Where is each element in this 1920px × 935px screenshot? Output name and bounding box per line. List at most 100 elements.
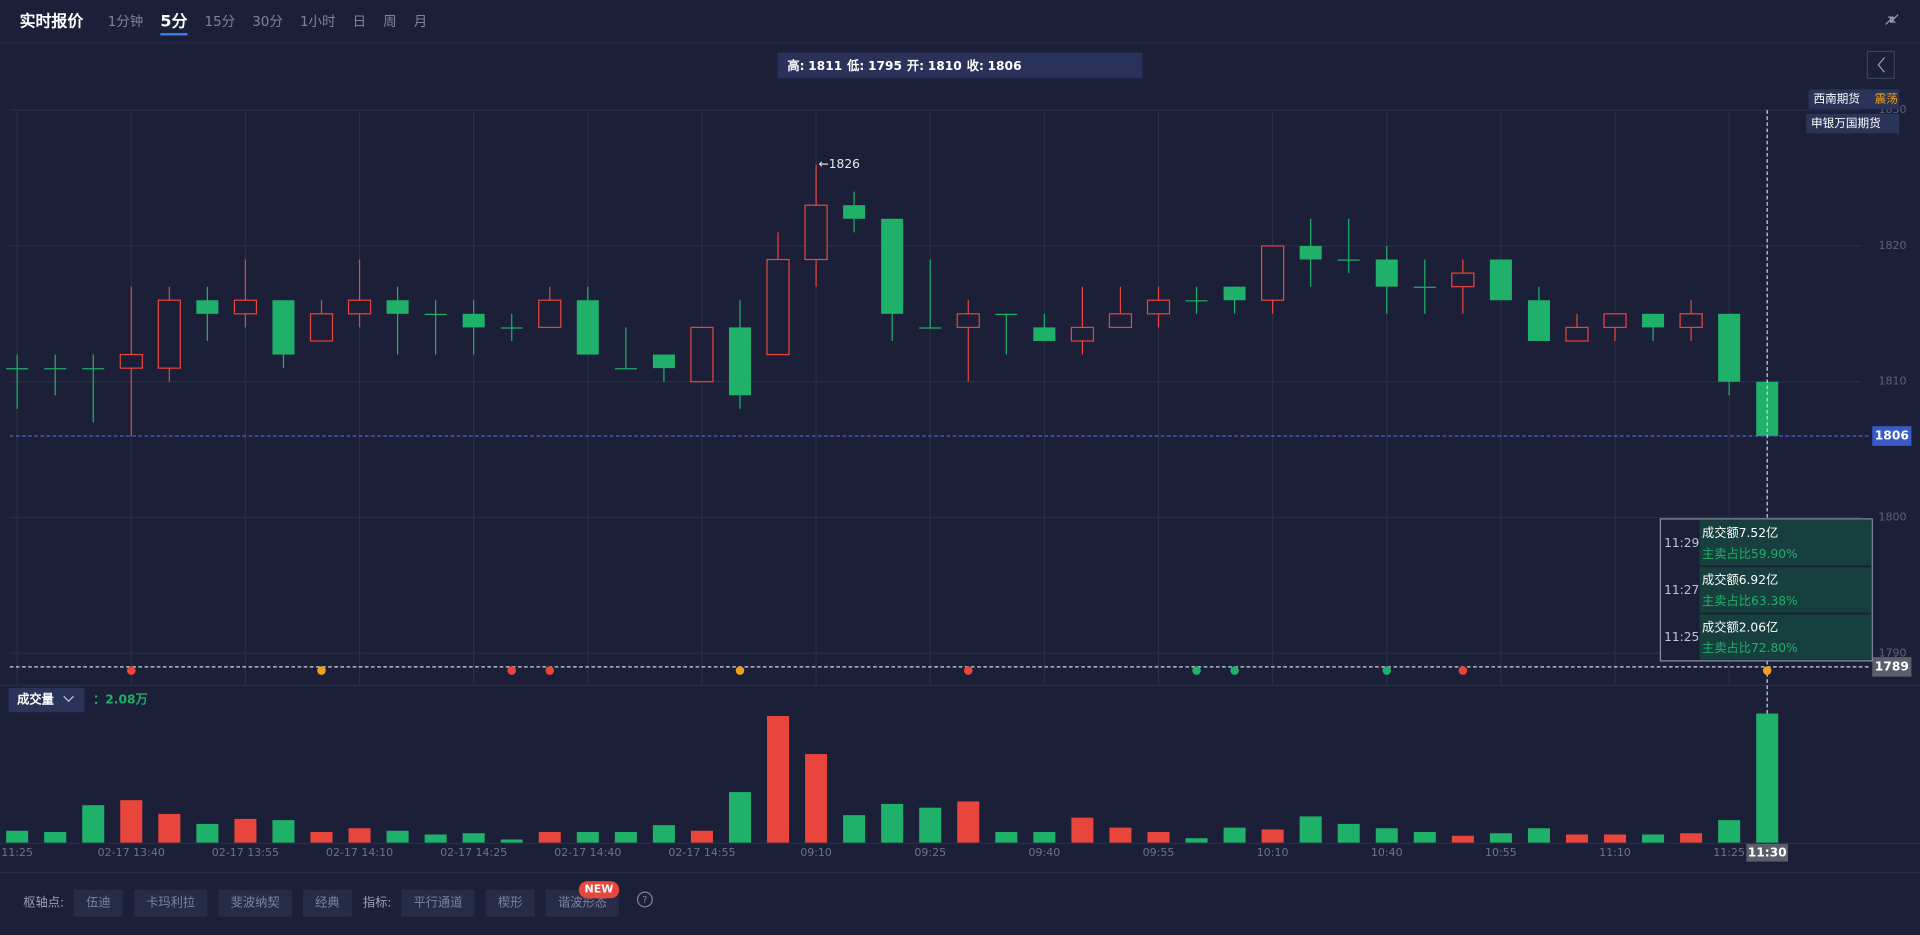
toolbar-button-label: 平行通道: [413, 896, 462, 910]
tooltip-amount: 成交额2.06亿: [1702, 619, 1778, 634]
new-badge: [578, 881, 620, 899]
tooltip-row-bg: [1699, 567, 1872, 613]
chevron-icon: [1877, 57, 1885, 73]
volume-bar: [1071, 817, 1094, 844]
collapse-icon[interactable]: [1885, 14, 1899, 25]
tooltip-amount: 成交额7.52亿: [1702, 525, 1778, 540]
last-price-label: 1806: [1875, 429, 1909, 443]
candle-body: [272, 300, 295, 355]
period-tab[interactable]: 1分钟: [108, 13, 143, 30]
volume-bar: [1565, 834, 1589, 844]
y-tick-label: 1820: [1879, 239, 1907, 252]
candle-body: [347, 299, 372, 315]
volume-bar: [690, 830, 713, 844]
event-icon: [545, 666, 555, 675]
candle-body: [233, 299, 258, 315]
x-tick-label: 02-17 13:40: [98, 846, 165, 859]
candle-body: [1565, 326, 1589, 342]
event-icon: [1458, 666, 1468, 675]
crosshair-price-badge: [1872, 657, 1912, 677]
candle-body: [614, 368, 637, 370]
volume-bar: [1299, 816, 1322, 844]
period-tab[interactable]: 5分: [160, 12, 187, 31]
toolbar-button[interactable]: [218, 889, 292, 917]
x-tick-label: 10:40: [1371, 846, 1403, 859]
volume-bar: [310, 831, 333, 844]
x-tick-label: 11:25: [1713, 846, 1745, 859]
volume-bar: [1756, 713, 1779, 844]
x-tick-label: 02-17 14:40: [554, 846, 621, 859]
candle-body: [1603, 313, 1627, 329]
candle-body: [1375, 259, 1398, 287]
period-tab[interactable]: 15分: [205, 14, 236, 30]
help-icon[interactable]: [636, 891, 653, 908]
x-tick-label: 10:55: [1485, 846, 1517, 859]
candle-body: [1527, 300, 1550, 341]
period-tab[interactable]: 周: [383, 15, 396, 30]
dropdown-icon: [63, 695, 74, 703]
max-label: ←1826: [819, 157, 861, 171]
toolbar-button-label: 楔形: [498, 896, 522, 910]
candle-body: [804, 204, 828, 261]
period-tab[interactable]: 月: [414, 15, 427, 30]
candle-body: [690, 326, 714, 383]
ohlc-value: 1811: [808, 59, 842, 73]
period-tab[interactable]: 日: [353, 15, 366, 30]
event-icon: [1230, 666, 1239, 675]
volume-selector[interactable]: [8, 687, 85, 713]
x-tick-label: 11:10: [1599, 846, 1631, 859]
toolbar-button[interactable]: [133, 889, 208, 917]
period-tab[interactable]: 1小时: [300, 14, 335, 30]
volume-bar: [843, 815, 866, 844]
volume-bar: [1413, 831, 1436, 844]
event-icon: [963, 666, 973, 675]
volume-bar: [1680, 833, 1703, 844]
candle-body: [576, 300, 599, 355]
candle-body: [881, 218, 904, 314]
volume-bar: [1375, 828, 1398, 844]
x-tick-label: 09:10: [800, 846, 832, 859]
toolbar-button[interactable]: [302, 889, 352, 917]
ohlc-label: 低:: [846, 58, 864, 73]
volume-bar: [386, 830, 409, 844]
volume-bar: [272, 820, 295, 844]
volume-bar: [1337, 823, 1360, 844]
volume-bar: [44, 831, 67, 844]
ohlc-label: 收:: [967, 58, 984, 73]
ohlc-label: 开:: [907, 59, 924, 73]
candle-body: [919, 327, 942, 329]
event-icon: [317, 666, 326, 675]
candle-body: [196, 300, 219, 314]
event-icon: [126, 666, 136, 675]
toolbar-button-label: 斐波纳契: [231, 896, 280, 910]
volume-bar: [576, 831, 599, 844]
candle-body: [386, 300, 409, 314]
x-tick-label: 02-17 14:25: [440, 846, 507, 859]
tooltip-amount: 成交额6.92亿: [1702, 572, 1778, 587]
y-tick-label: 1790: [1879, 646, 1907, 659]
volume-bar: [120, 800, 143, 844]
x-tick-label: 02-17 14:10: [326, 846, 393, 859]
help-label: ?: [642, 895, 647, 906]
tab-underline: [160, 33, 188, 36]
x-tick-label: 10:10: [1257, 846, 1289, 859]
x-tick-label: 11:25: [1, 846, 33, 859]
candle-body: [1679, 313, 1703, 329]
crosshair-time-label: 11:30: [1748, 846, 1787, 860]
toolbar-button[interactable]: [73, 889, 123, 917]
volume-bar: [538, 831, 561, 844]
toolbar-button[interactable]: [401, 889, 475, 917]
volume-bar: [957, 801, 980, 844]
candle-body: [1033, 327, 1056, 341]
toolbar-button[interactable]: [485, 889, 535, 917]
candle-body: [1718, 313, 1741, 382]
ohlc-label: 高:: [787, 58, 804, 73]
period-tab[interactable]: 30分: [252, 14, 283, 30]
volume-bar: [614, 831, 637, 844]
candle-body: [1299, 245, 1322, 260]
candle-body: [1070, 326, 1095, 342]
side-toggle[interactable]: [1866, 50, 1895, 79]
toolbar-button-label: 经典: [315, 896, 339, 910]
